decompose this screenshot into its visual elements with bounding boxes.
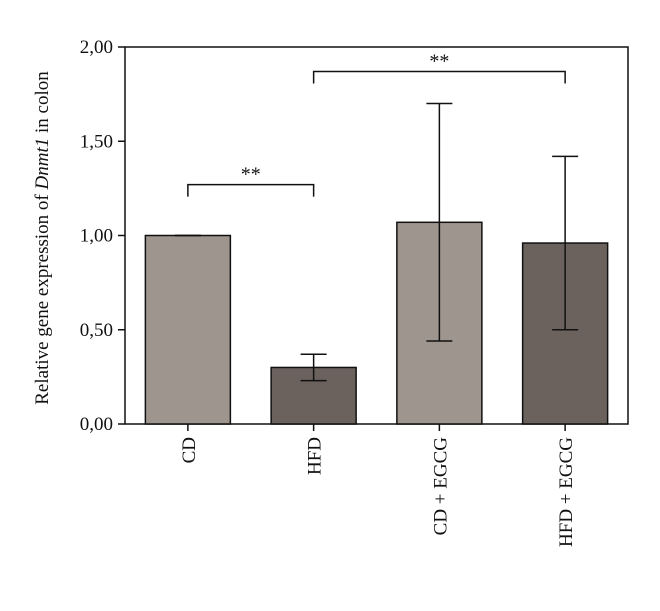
y-axis-label-group: Relative gene expression of Dnmt1 in col… <box>32 71 53 405</box>
y-axis-label-suffix: in colon <box>32 71 53 138</box>
bar <box>144 234 232 425</box>
x-category-label: CD + EGCG <box>430 437 451 536</box>
x-category-label: CD <box>179 437 200 463</box>
y-axis-label-prefix: Relative gene expression of <box>32 189 53 404</box>
y-tick-label: 1,50 <box>80 131 113 152</box>
x-category-label: HFD + EGCG <box>556 437 577 547</box>
y-axis-label: Relative gene expression of Dnmt1 in col… <box>32 71 53 405</box>
significance-bracket <box>187 183 315 197</box>
y-tick-label: 1,00 <box>80 226 113 247</box>
significance-bracket <box>312 70 566 84</box>
significance-label: ** <box>429 51 449 73</box>
y-tick-label: 0,50 <box>80 320 113 341</box>
x-category-label: HFD <box>305 437 326 475</box>
y-axis-label-gene: Dnmt1 <box>32 138 53 191</box>
significance-label: ** <box>241 164 261 186</box>
y-tick-label: 0,00 <box>80 414 113 435</box>
y-tick-label: 2,00 <box>80 37 113 58</box>
plot-area: 0,00 0,50 1,00 1,50 2,00 CD HFD CD + EGCG HFD + … <box>80 37 629 547</box>
